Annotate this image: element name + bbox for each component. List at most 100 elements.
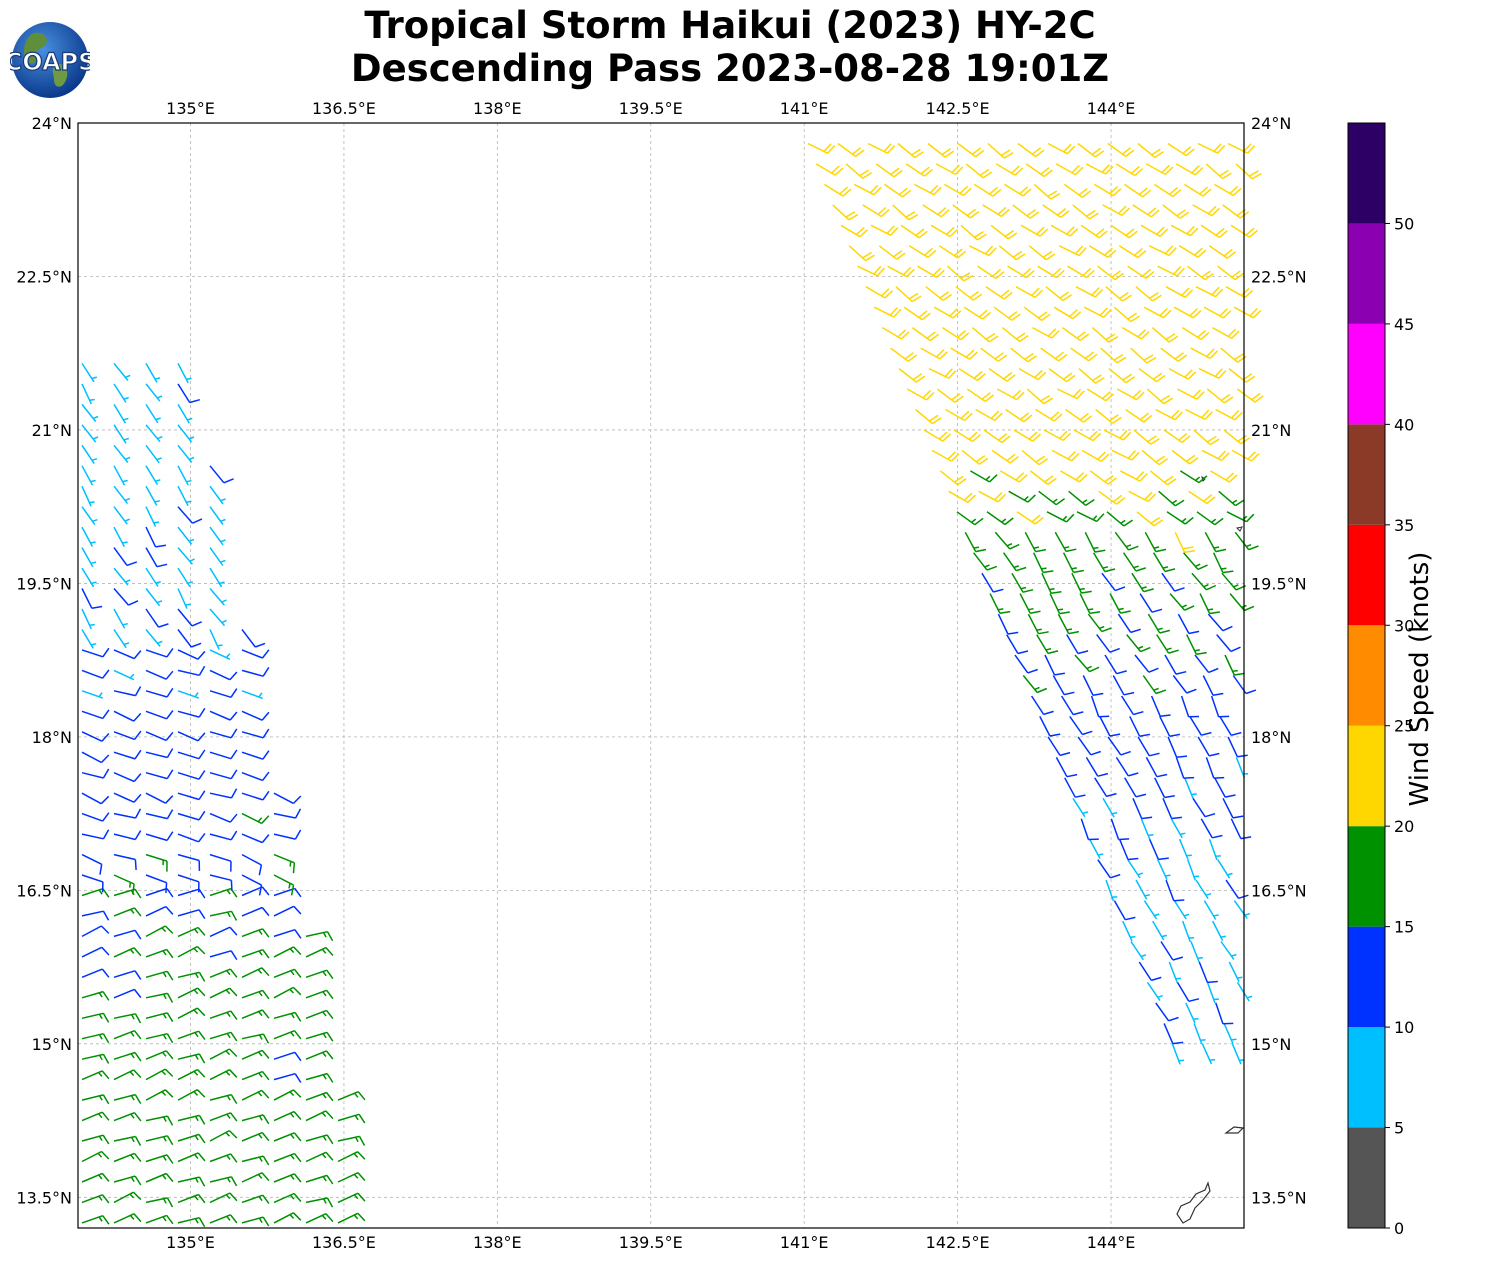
wind-barb — [923, 429, 952, 442]
wind-barb — [305, 1091, 334, 1102]
wind-barb — [1106, 511, 1134, 527]
wind-barb — [1060, 470, 1088, 483]
wind-barb — [113, 1069, 142, 1081]
wind-barb — [1229, 593, 1255, 612]
wind-barb — [209, 1010, 238, 1020]
wind-barb — [1070, 347, 1098, 362]
wind-barb — [1181, 326, 1210, 341]
wind-barb — [1145, 757, 1168, 778]
wind-barb — [1185, 1002, 1199, 1024]
wind-barb — [1235, 757, 1249, 779]
colorbar-segment — [1348, 424, 1385, 525]
colorbar-tick-label: 50 — [1394, 214, 1414, 233]
wind-barb — [177, 1133, 206, 1144]
wind-barb — [1123, 183, 1152, 198]
wind-barb — [177, 909, 206, 920]
wind-barb — [81, 690, 104, 699]
wind-barb — [209, 669, 238, 681]
wind-barb — [241, 666, 270, 677]
wind-barb — [1136, 511, 1164, 527]
wind-barb — [145, 647, 174, 658]
wind-barb — [1036, 634, 1059, 655]
wind-barb — [1201, 449, 1230, 462]
wind-barb — [273, 1173, 302, 1183]
colorbar-segment — [1348, 926, 1385, 1028]
wind-barb — [113, 772, 142, 783]
wind-barb — [1101, 572, 1126, 592]
colorbar-segment — [1348, 725, 1385, 827]
wind-barb — [1079, 593, 1101, 615]
wind-barb — [1110, 224, 1138, 239]
title-line-1: Tropical Storm Haikui (2023) HY-2C — [364, 4, 1096, 47]
wind-barb — [1083, 306, 1112, 318]
wind-barb — [273, 1051, 302, 1062]
wind-barb — [1102, 204, 1131, 217]
map-gridlines — [78, 122, 1244, 1228]
wind-barb — [81, 887, 110, 898]
wind-barb — [1158, 490, 1185, 507]
wind-barb — [209, 649, 231, 660]
wind-barb — [1113, 900, 1136, 921]
wind-barb — [273, 829, 302, 840]
wind-barb — [177, 1030, 206, 1040]
wind-barb — [337, 1113, 366, 1124]
wind-barb — [1212, 326, 1240, 339]
wind-barb — [1000, 470, 1028, 483]
wind-barb — [241, 1155, 270, 1166]
wind-barb — [81, 925, 110, 938]
colorbar-tick-label: 20 — [1394, 817, 1414, 836]
wind-barb — [1233, 900, 1251, 919]
wind-barb — [966, 388, 994, 403]
wind-barb — [1078, 368, 1105, 384]
wind-barb — [113, 485, 131, 505]
wind-barb — [145, 444, 162, 464]
wind-barb — [81, 1111, 110, 1122]
wind-barb — [177, 945, 206, 958]
wind-barb — [1072, 204, 1099, 220]
wind-barb — [177, 649, 206, 660]
wind-barb — [209, 465, 234, 484]
wind-barb — [862, 204, 890, 218]
wind-barb — [81, 465, 96, 486]
wind-barb — [1201, 1043, 1216, 1065]
wind-barb — [1188, 490, 1216, 505]
wind-barb — [81, 669, 110, 679]
wind-barb — [1143, 900, 1160, 920]
lon-label-top: 135°E — [166, 99, 215, 118]
wind-barb — [1086, 388, 1115, 402]
colorbar-tick-label: 35 — [1394, 516, 1414, 535]
map-frame — [77, 122, 1245, 1229]
wind-barb — [882, 326, 910, 340]
wind-barb — [241, 1172, 270, 1183]
wind-barb — [897, 142, 924, 159]
wind-barb — [177, 971, 206, 982]
wind-barb — [952, 204, 980, 219]
wind-barb — [845, 163, 873, 179]
wind-barb — [840, 224, 869, 238]
wind-barb — [273, 1030, 302, 1040]
wind-barb — [1217, 265, 1244, 281]
wind-barb — [177, 1053, 206, 1064]
lon-label-top: 142.5°E — [926, 99, 990, 118]
wind-barb — [1028, 245, 1056, 261]
wind-barb — [1011, 572, 1034, 593]
wind-barb — [1096, 634, 1120, 653]
wind-barb — [337, 1091, 366, 1101]
wind-barb — [81, 829, 110, 840]
wind-barb — [177, 810, 206, 821]
wind-barb — [890, 347, 918, 362]
wind-barb — [177, 608, 202, 627]
wind-barb — [1180, 695, 1200, 718]
wind-barb — [941, 326, 970, 341]
wind-barb — [1173, 306, 1202, 319]
wind-barb — [1156, 634, 1179, 654]
wind-barb — [1015, 286, 1044, 299]
colorbar-tick-label: 10 — [1394, 1018, 1414, 1037]
wind-barb — [1044, 654, 1066, 676]
wind-barb — [970, 470, 998, 483]
wind-barb — [81, 731, 110, 742]
wind-barb — [273, 792, 302, 805]
wind-barb — [1110, 818, 1130, 841]
wind-barb — [1130, 347, 1157, 364]
wind-barb — [337, 1192, 366, 1204]
